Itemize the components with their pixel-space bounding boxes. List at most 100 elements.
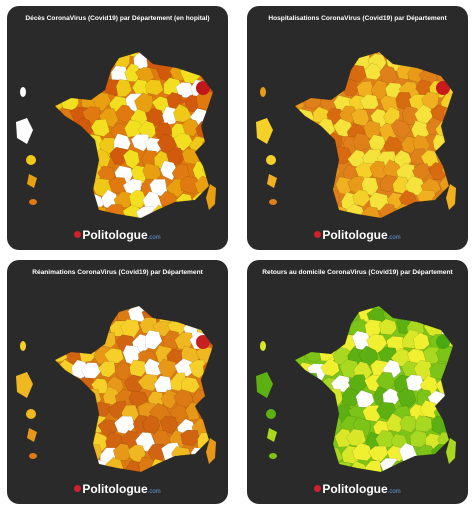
department	[362, 404, 382, 422]
department	[316, 178, 336, 196]
department	[98, 360, 116, 378]
overseas-3	[26, 409, 36, 419]
department	[221, 162, 228, 181]
department	[408, 52, 427, 57]
department	[295, 135, 310, 155]
department	[180, 429, 200, 446]
department	[364, 52, 382, 54]
department	[210, 400, 213, 421]
department	[219, 136, 228, 156]
department	[55, 77, 72, 95]
department	[453, 321, 468, 338]
department	[55, 306, 72, 323]
department	[81, 306, 100, 310]
department	[295, 446, 315, 466]
panel-title: Décès CoronaVirus (Covid19) par Départem…	[25, 15, 210, 22]
department	[369, 160, 388, 179]
department	[378, 306, 396, 311]
department	[215, 95, 229, 113]
department	[443, 106, 453, 125]
department	[80, 362, 102, 379]
department	[295, 78, 314, 100]
department	[423, 306, 446, 310]
department	[207, 107, 213, 128]
map-panel: Décès CoronaVirus (Covid19) par Départem…	[7, 6, 228, 250]
department	[55, 460, 66, 472]
department	[174, 358, 197, 377]
logo-icon	[74, 485, 82, 492]
department	[295, 306, 307, 309]
department	[75, 316, 97, 337]
department	[120, 318, 140, 338]
department	[446, 133, 453, 154]
department	[456, 177, 468, 196]
department	[454, 65, 468, 83]
department	[361, 206, 381, 218]
department	[436, 206, 453, 218]
department	[459, 162, 468, 182]
department	[306, 133, 326, 151]
department	[55, 52, 66, 56]
department	[66, 163, 87, 182]
department	[444, 416, 453, 436]
department	[176, 52, 196, 69]
department	[460, 335, 468, 351]
department	[295, 52, 313, 69]
brand: Politologue	[322, 228, 388, 242]
department	[62, 427, 83, 447]
department	[190, 447, 210, 465]
department	[179, 52, 198, 56]
department	[393, 52, 412, 55]
department	[164, 204, 185, 218]
department	[330, 374, 351, 393]
department	[379, 174, 398, 193]
department	[212, 119, 213, 138]
department	[353, 132, 373, 152]
department	[55, 306, 71, 309]
department	[91, 319, 111, 338]
department	[215, 345, 228, 362]
department	[314, 62, 336, 83]
department	[62, 52, 81, 57]
department	[183, 205, 203, 218]
department	[181, 118, 201, 137]
department	[379, 318, 397, 336]
overseas-2	[256, 372, 273, 398]
department	[414, 306, 433, 324]
department	[160, 52, 181, 69]
brand-suffix: .com	[387, 489, 401, 495]
department	[452, 345, 453, 365]
department	[134, 306, 156, 307]
department	[55, 427, 67, 448]
department	[295, 430, 304, 453]
department	[309, 52, 330, 67]
department	[62, 306, 81, 312]
department	[311, 161, 330, 182]
brand: Politologue	[82, 228, 148, 242]
department	[295, 402, 309, 423]
department	[145, 108, 165, 127]
department	[461, 79, 468, 96]
overseas-5	[29, 453, 37, 459]
department	[182, 458, 203, 472]
department	[459, 420, 468, 437]
department	[211, 374, 213, 393]
department	[96, 52, 117, 67]
department-hot	[436, 335, 450, 349]
department	[295, 205, 304, 218]
department	[463, 192, 468, 212]
department	[352, 189, 371, 207]
department	[55, 399, 70, 420]
department	[295, 147, 308, 167]
department	[64, 176, 85, 195]
department	[167, 306, 188, 310]
department	[115, 79, 133, 98]
department	[443, 306, 453, 324]
department	[333, 52, 352, 57]
department	[459, 136, 468, 155]
department	[69, 306, 91, 324]
department	[216, 460, 228, 477]
france-outline	[294, 305, 454, 473]
department	[64, 147, 83, 165]
panel-title: Hospitalisations CoronaVirus (Covid19) p…	[268, 15, 447, 22]
